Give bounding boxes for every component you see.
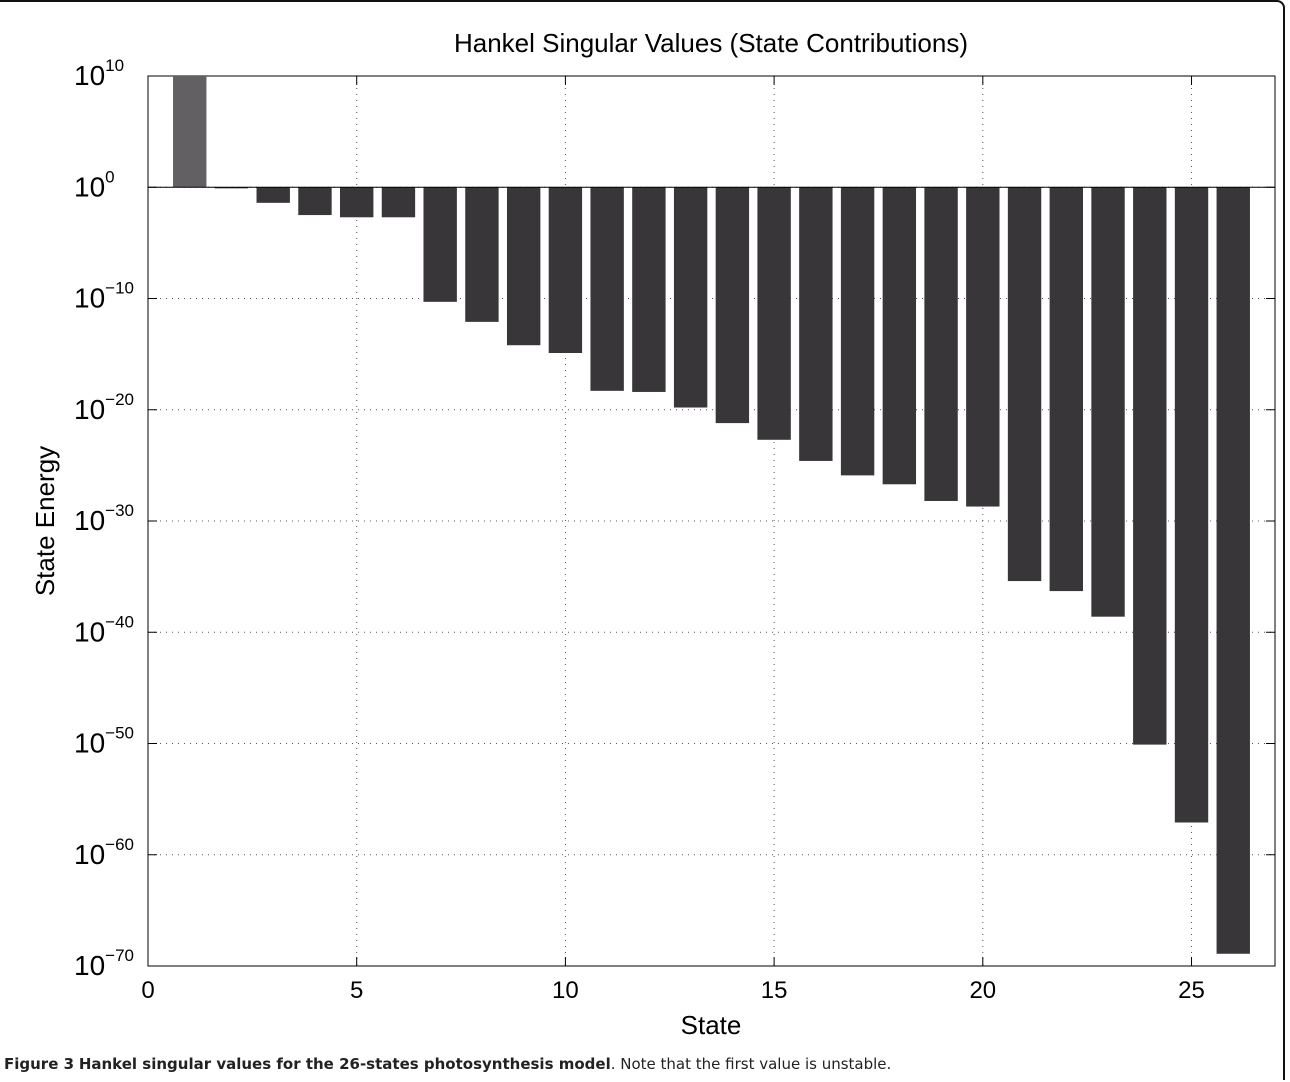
y-tick-label: 10−60 xyxy=(74,835,134,870)
bar-state-8 xyxy=(465,187,499,322)
axes: 0 5 10 15 20 25 1010 100 10−10 10−20 10−30 10−40 10−… xyxy=(74,56,1275,1004)
figure-caption: Figure 3 Hankel singular values for the … xyxy=(4,1055,891,1073)
y-axis-label: State Energy xyxy=(30,446,60,596)
caption-rest: . Note that the first value is unstable. xyxy=(610,1055,892,1073)
chart-title: Hankel Singular Values (State Contributi… xyxy=(454,28,968,58)
y-tick-label: 10−50 xyxy=(74,724,134,759)
y-tick-label: 100 xyxy=(74,167,115,202)
bar-state-12 xyxy=(632,187,666,392)
bar-state-16 xyxy=(799,187,833,461)
bar-state-3 xyxy=(256,187,290,203)
bar-state-9 xyxy=(506,187,541,346)
y-tick-label: 10−20 xyxy=(74,390,134,425)
x-tick-label: 20 xyxy=(969,977,996,1004)
bar-state-21 xyxy=(1007,187,1042,582)
bars xyxy=(173,76,1250,954)
caption-bold-text: Hankel singular values for the 26-states… xyxy=(78,1055,611,1073)
bar-state-7 xyxy=(423,187,457,302)
y-tick-label: 10−10 xyxy=(74,279,134,314)
bar-state-24 xyxy=(1133,187,1167,745)
y-tick-label: 10−30 xyxy=(74,501,134,536)
bar-state-4 xyxy=(298,187,332,216)
x-tick-label: 10 xyxy=(552,977,579,1004)
bar-state-25 xyxy=(1174,187,1209,823)
bar-state-6 xyxy=(381,187,416,218)
bar-state-20 xyxy=(966,187,1000,507)
y-tick-label: 10−40 xyxy=(74,612,134,647)
hankel-bar-chart: 0 5 10 15 20 25 1010 100 10−10 10−20 10−30 10−40 10−… xyxy=(30,28,1276,1040)
bar-state-5 xyxy=(340,187,374,218)
x-tick-label: 5 xyxy=(350,977,363,1004)
x-tick-label: 15 xyxy=(761,977,788,1004)
bar-state-17 xyxy=(840,187,875,476)
bar-state-15 xyxy=(757,187,791,440)
bar-state-2 xyxy=(214,187,249,189)
bar-state-22 xyxy=(1049,187,1083,592)
y-tick-label: 1010 xyxy=(74,56,124,91)
y-tick-label: 10−70 xyxy=(74,946,134,981)
bar-state-23 xyxy=(1091,187,1125,617)
bar-state-18 xyxy=(882,187,917,485)
bar-state-19 xyxy=(924,187,958,501)
bar-state-26 xyxy=(1216,187,1250,954)
plot-area xyxy=(147,75,1276,967)
x-axis-label: State xyxy=(681,1010,742,1040)
caption-label: Figure 3 xyxy=(4,1055,75,1073)
bar-state-11 xyxy=(590,187,624,391)
bar-state-1 xyxy=(173,76,207,188)
x-tick-label: 0 xyxy=(141,977,154,1004)
x-tick-label: 25 xyxy=(1178,977,1205,1004)
bar-state-10 xyxy=(548,187,583,354)
bar-state-14 xyxy=(715,187,750,424)
bar-state-13 xyxy=(673,187,708,408)
